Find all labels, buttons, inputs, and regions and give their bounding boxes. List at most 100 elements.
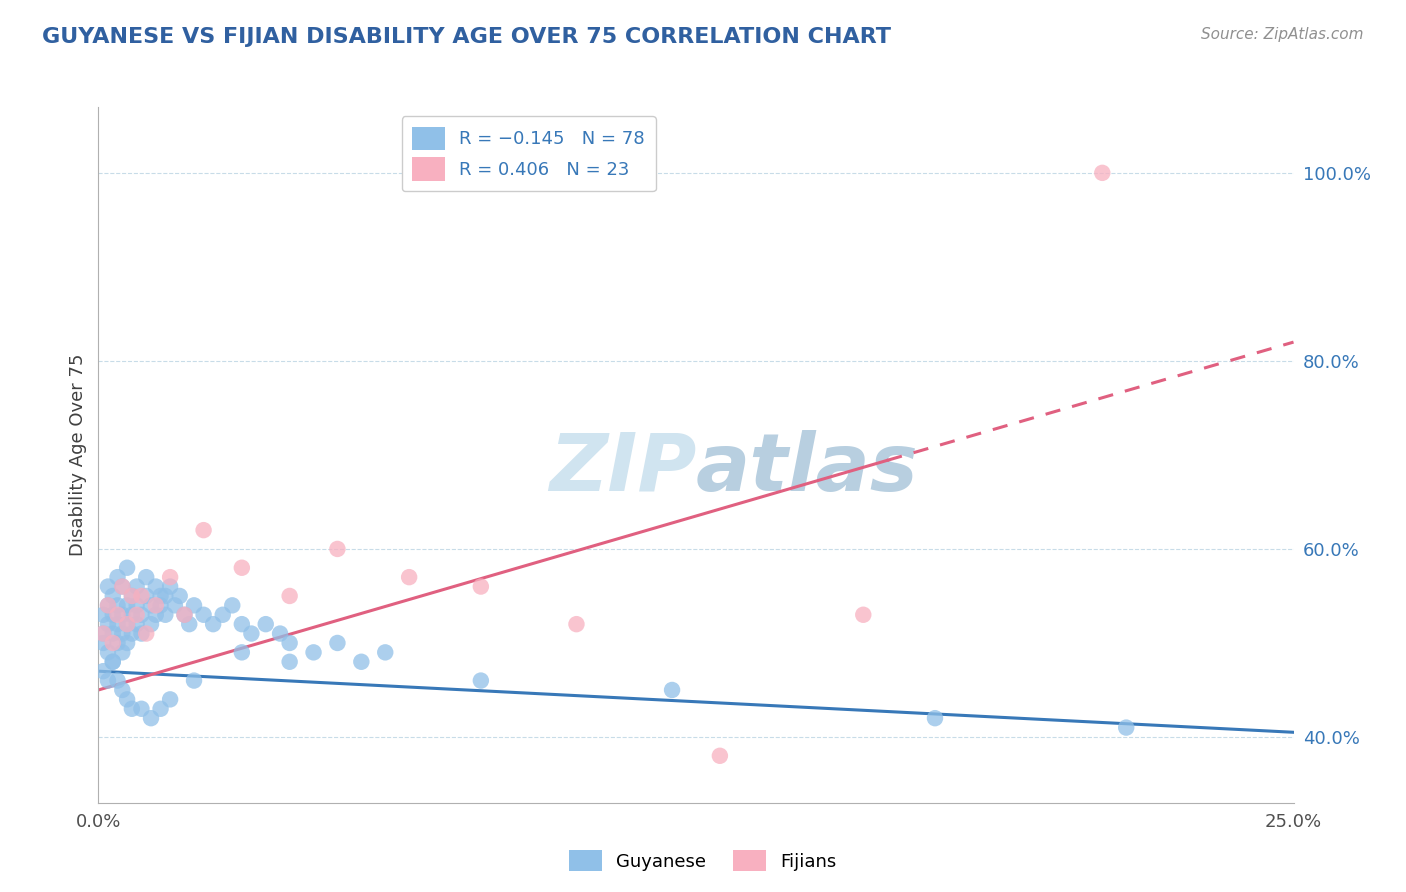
Point xyxy=(278,655,301,669)
Point xyxy=(155,589,177,603)
Point xyxy=(135,626,157,640)
Point xyxy=(1115,721,1137,735)
Point xyxy=(131,607,153,622)
Point xyxy=(326,636,349,650)
Point xyxy=(121,607,143,622)
Point xyxy=(121,626,143,640)
Point xyxy=(101,655,124,669)
Point xyxy=(470,673,492,688)
Text: atlas: atlas xyxy=(696,430,918,508)
Point xyxy=(149,599,172,613)
Point xyxy=(91,626,114,640)
Point xyxy=(107,673,129,688)
Point xyxy=(101,607,124,622)
Point xyxy=(107,617,129,632)
Point xyxy=(565,617,588,632)
Point xyxy=(111,626,134,640)
Point xyxy=(107,599,129,613)
Point xyxy=(231,645,253,659)
Point xyxy=(97,599,120,613)
Point xyxy=(101,626,124,640)
Point xyxy=(121,589,143,603)
Point xyxy=(97,580,120,594)
Point xyxy=(221,599,243,613)
Point xyxy=(91,607,114,622)
Text: Source: ZipAtlas.com: Source: ZipAtlas.com xyxy=(1201,27,1364,42)
Point xyxy=(97,645,120,659)
Point xyxy=(231,560,253,574)
Point xyxy=(149,702,172,716)
Point xyxy=(709,748,731,763)
Point xyxy=(139,599,162,613)
Point xyxy=(131,589,153,603)
Point xyxy=(374,645,396,659)
Point xyxy=(115,599,138,613)
Point xyxy=(111,580,134,594)
Legend: R = −0.145   N = 78, R = 0.406   N = 23: R = −0.145 N = 78, R = 0.406 N = 23 xyxy=(402,116,655,192)
Point xyxy=(269,626,291,640)
Point xyxy=(97,617,120,632)
Point xyxy=(163,599,186,613)
Point xyxy=(183,673,205,688)
Point xyxy=(107,570,129,584)
Point xyxy=(326,541,349,556)
Point xyxy=(139,711,162,725)
Point xyxy=(183,599,205,613)
Point xyxy=(924,711,946,725)
Point xyxy=(852,607,875,622)
Point xyxy=(91,626,114,640)
Point xyxy=(145,599,167,613)
Point xyxy=(398,570,420,584)
Point xyxy=(149,589,172,603)
Point xyxy=(1091,166,1114,180)
Point xyxy=(211,607,233,622)
Point xyxy=(350,655,373,669)
Point xyxy=(302,645,325,659)
Point xyxy=(131,626,153,640)
Point xyxy=(111,580,134,594)
Point xyxy=(159,580,181,594)
Point xyxy=(135,570,157,584)
Point xyxy=(107,636,129,650)
Point xyxy=(159,692,181,706)
Point xyxy=(111,645,134,659)
Point xyxy=(91,636,114,650)
Point xyxy=(115,692,138,706)
Point xyxy=(115,617,138,632)
Point xyxy=(115,617,138,632)
Point xyxy=(121,702,143,716)
Point xyxy=(179,617,201,632)
Point xyxy=(107,607,129,622)
Point xyxy=(231,617,253,632)
Point xyxy=(101,589,124,603)
Point xyxy=(470,580,492,594)
Point xyxy=(97,599,120,613)
Point xyxy=(173,607,195,622)
Point xyxy=(91,664,114,678)
Point xyxy=(139,617,162,632)
Point xyxy=(155,607,177,622)
Text: GUYANESE VS FIJIAN DISABILITY AGE OVER 75 CORRELATION CHART: GUYANESE VS FIJIAN DISABILITY AGE OVER 7… xyxy=(42,27,891,46)
Y-axis label: Disability Age Over 75: Disability Age Over 75 xyxy=(69,353,87,557)
Point xyxy=(278,589,301,603)
Point xyxy=(111,683,134,698)
Point xyxy=(159,570,181,584)
Point xyxy=(125,580,148,594)
Point xyxy=(278,636,301,650)
Point xyxy=(115,636,138,650)
Point xyxy=(115,560,138,574)
Legend: Guyanese, Fijians: Guyanese, Fijians xyxy=(562,843,844,879)
Point xyxy=(135,589,157,603)
Text: ZIP: ZIP xyxy=(548,430,696,508)
Point xyxy=(240,626,263,640)
Point xyxy=(131,702,153,716)
Point xyxy=(173,607,195,622)
Point xyxy=(125,617,148,632)
Point xyxy=(145,580,167,594)
Point xyxy=(193,523,215,537)
Point xyxy=(101,636,124,650)
Point xyxy=(661,683,683,698)
Point xyxy=(111,607,134,622)
Point xyxy=(254,617,277,632)
Point xyxy=(169,589,191,603)
